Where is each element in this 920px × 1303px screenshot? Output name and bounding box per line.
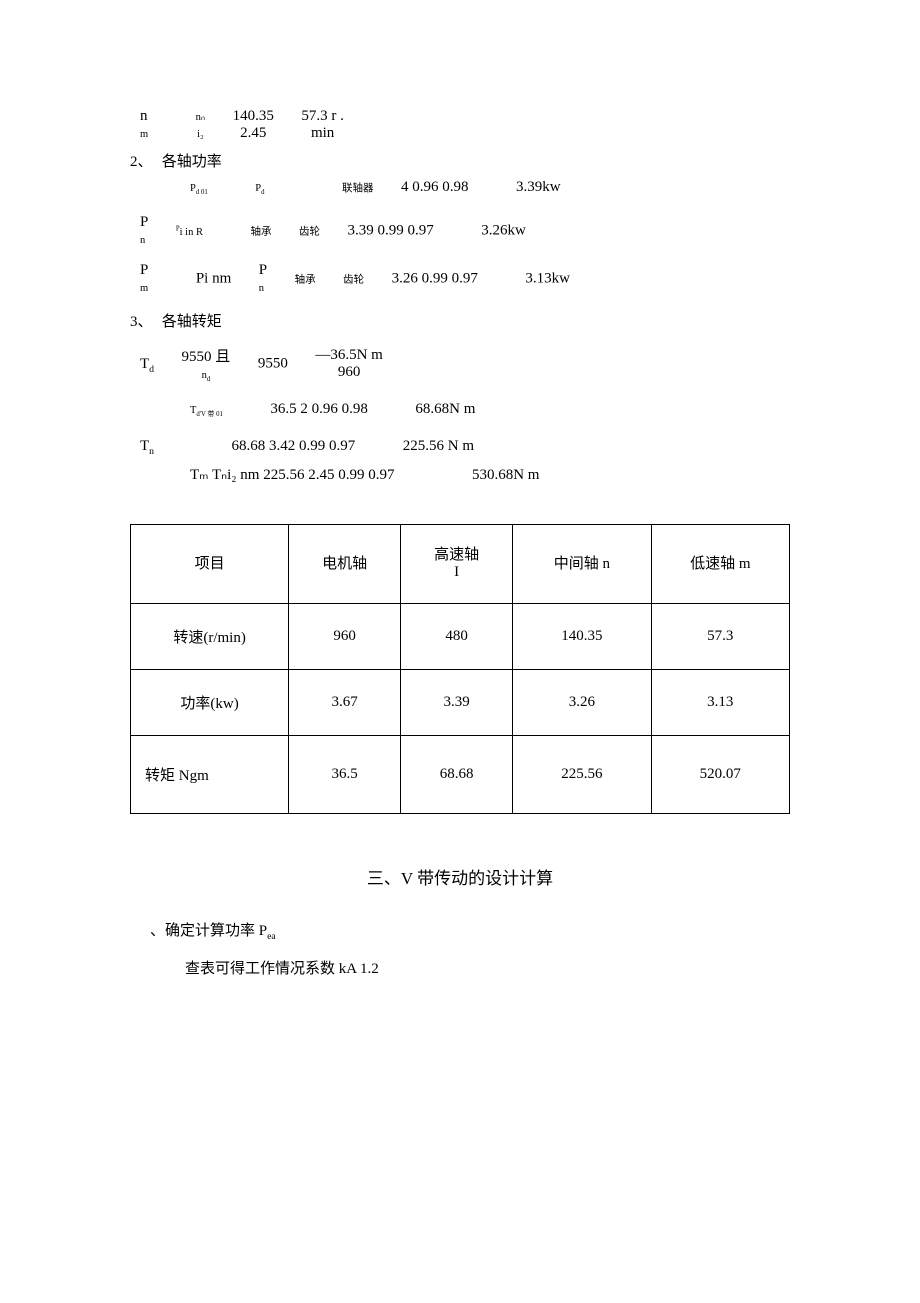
section-2: 2、 各轴功率	[130, 150, 790, 171]
row1-label: 功率(kw)	[131, 670, 289, 736]
pn-result: 3.26kw	[481, 223, 526, 239]
pd01-l2: Pd	[255, 183, 264, 194]
calc-pn: P n Pi in R 轴承 齿轮 3.39 0.99 0.97 3.26kw	[140, 214, 790, 248]
pm-b2: 齿轮	[343, 275, 364, 286]
row0-c3: 57.3	[651, 604, 789, 670]
tn-lhs: Tn	[140, 438, 154, 454]
tdv-vals: 36.5 2 0.96 0.98	[270, 401, 368, 417]
pm-mid: Pi nm	[196, 271, 231, 287]
nm-lhs-sub: m	[140, 129, 148, 140]
td-lhs: Td	[140, 356, 154, 372]
pm-result: 3.13kw	[525, 271, 570, 287]
th-1: 电机轴	[289, 525, 401, 604]
row0-c2: 140.35	[513, 604, 651, 670]
item-1-sub: ea	[267, 931, 276, 942]
document-page: n m nₙ i₂ 140.35 2.45 57.3 r . min 2、 各轴…	[0, 0, 920, 1068]
row2-label: 转矩 Ngm	[131, 736, 289, 814]
pn-lhs-sub: n	[140, 235, 145, 246]
calc-pd01: Pd 01 Pd 联轴器 4 0.96 0.98 3.39kw	[190, 179, 790, 196]
tn-result: 225.56 N m	[403, 438, 474, 454]
calc-tdv: Td'V 带 01 36.5 2 0.96 0.98 68.68N m	[190, 401, 790, 418]
th-4: 低速轴 m	[651, 525, 789, 604]
row1-c2: 3.26	[513, 670, 651, 736]
pn-vals: 3.39 0.99 0.97	[347, 223, 433, 239]
row2-c3: 520.07	[651, 736, 789, 814]
tdv-l: Td'V 带 01	[190, 405, 223, 416]
td-c2: 9550	[258, 356, 288, 372]
tm-result: 530.68N m	[472, 467, 540, 483]
row2-c2: 225.56	[513, 736, 651, 814]
th-0: 项目	[131, 525, 289, 604]
row0-c0: 960	[289, 604, 401, 670]
pm-pn-sub: n	[259, 283, 264, 294]
calc-tn: Tn 68.68 3.42 0.99 0.97 225.56 N m	[140, 438, 790, 457]
td-c1: 9550 且	[182, 349, 231, 365]
nm-lhs: n	[140, 108, 148, 124]
row1-c1: 3.39	[401, 670, 513, 736]
td-c3a: —36.5N m	[315, 347, 383, 363]
summary-table: 项目 电机轴 高速轴 I 中间轴 n 低速轴 m 转速(r/min) 960 4…	[130, 524, 790, 814]
item-1-body: 查表可得工作情况系数 kA 1.2	[185, 957, 790, 978]
pm-lhs-sub: m	[140, 283, 148, 294]
row1-c3: 3.13	[651, 670, 789, 736]
calc-nm: n m nₙ i₂ 140.35 2.45 57.3 r . min	[140, 108, 790, 142]
row2-c1: 68.68	[401, 736, 513, 814]
table-row: 转矩 Ngm 36.5 68.68 225.56 520.07	[131, 736, 790, 814]
row0-label: 转速(r/min)	[131, 604, 289, 670]
pd01-result: 3.39kw	[516, 179, 561, 195]
nm-val-bot: 2.45	[240, 125, 266, 141]
th-2: 高速轴 I	[401, 525, 513, 604]
table-header-row: 项目 电机轴 高速轴 I 中间轴 n 低速轴 m	[131, 525, 790, 604]
pd01-l1: Pd 01	[190, 183, 208, 194]
section-3: 3、 各轴转矩	[130, 310, 790, 331]
section-3-num: 3、	[130, 310, 158, 331]
table-row: 转速(r/min) 960 480 140.35 57.3	[131, 604, 790, 670]
td-c3b: 960	[338, 364, 361, 380]
section-3-title: 各轴转矩	[162, 314, 222, 330]
row2-c0: 36.5	[289, 736, 401, 814]
item-1: 、确定计算功率 Pea	[150, 919, 790, 942]
nm-unit: min	[311, 125, 334, 141]
nm-frac-top: nₙ	[196, 112, 205, 123]
pn-b1: 轴承	[250, 227, 271, 238]
tm-txt: Tₘ Tₙi₂ nm 225.56 2.45 0.99 0.97	[190, 467, 394, 483]
pn-b2: 齿轮	[299, 227, 320, 238]
nm-result: 57.3 r .	[301, 108, 344, 124]
calc-pm: P m Pi nm P n 轴承 齿轮 3.26 0.99 0.97 3.13k…	[140, 262, 790, 296]
pm-pn: P	[259, 262, 267, 278]
pn-mid: Pi in R	[176, 227, 203, 238]
calc-td: Td 9550 且 nd 9550 —36.5N m 960	[140, 345, 790, 383]
pm-vals: 3.26 0.99 0.97	[392, 271, 478, 287]
section-2-title: 各轴功率	[162, 154, 222, 170]
pd01-txt1: 联轴器	[342, 183, 374, 194]
calc-tm: Tₘ Tₙi₂ nm 225.56 2.45 0.99 0.97 530.68N…	[190, 465, 790, 484]
pm-b1: 轴承	[295, 275, 316, 286]
tn-vals: 68.68 3.42 0.99 0.97	[232, 438, 356, 454]
tdv-result: 68.68N m	[415, 401, 475, 417]
th-3: 中间轴 n	[513, 525, 651, 604]
row1-c0: 3.67	[289, 670, 401, 736]
nm-frac-bot: i₂	[197, 129, 204, 140]
row0-c1: 480	[401, 604, 513, 670]
pn-lhs: P	[140, 214, 148, 230]
nm-val-top: 140.35	[233, 108, 274, 124]
pm-lhs: P	[140, 262, 148, 278]
td-c1b: nd	[202, 370, 211, 381]
item-1-text: 、确定计算功率 P	[150, 923, 267, 939]
section-2-num: 2、	[130, 150, 158, 171]
heading-3: 三、V 带传动的设计计算	[130, 864, 790, 889]
table-row: 功率(kw) 3.67 3.39 3.26 3.13	[131, 670, 790, 736]
pd01-vals: 4 0.96 0.98	[401, 179, 469, 195]
